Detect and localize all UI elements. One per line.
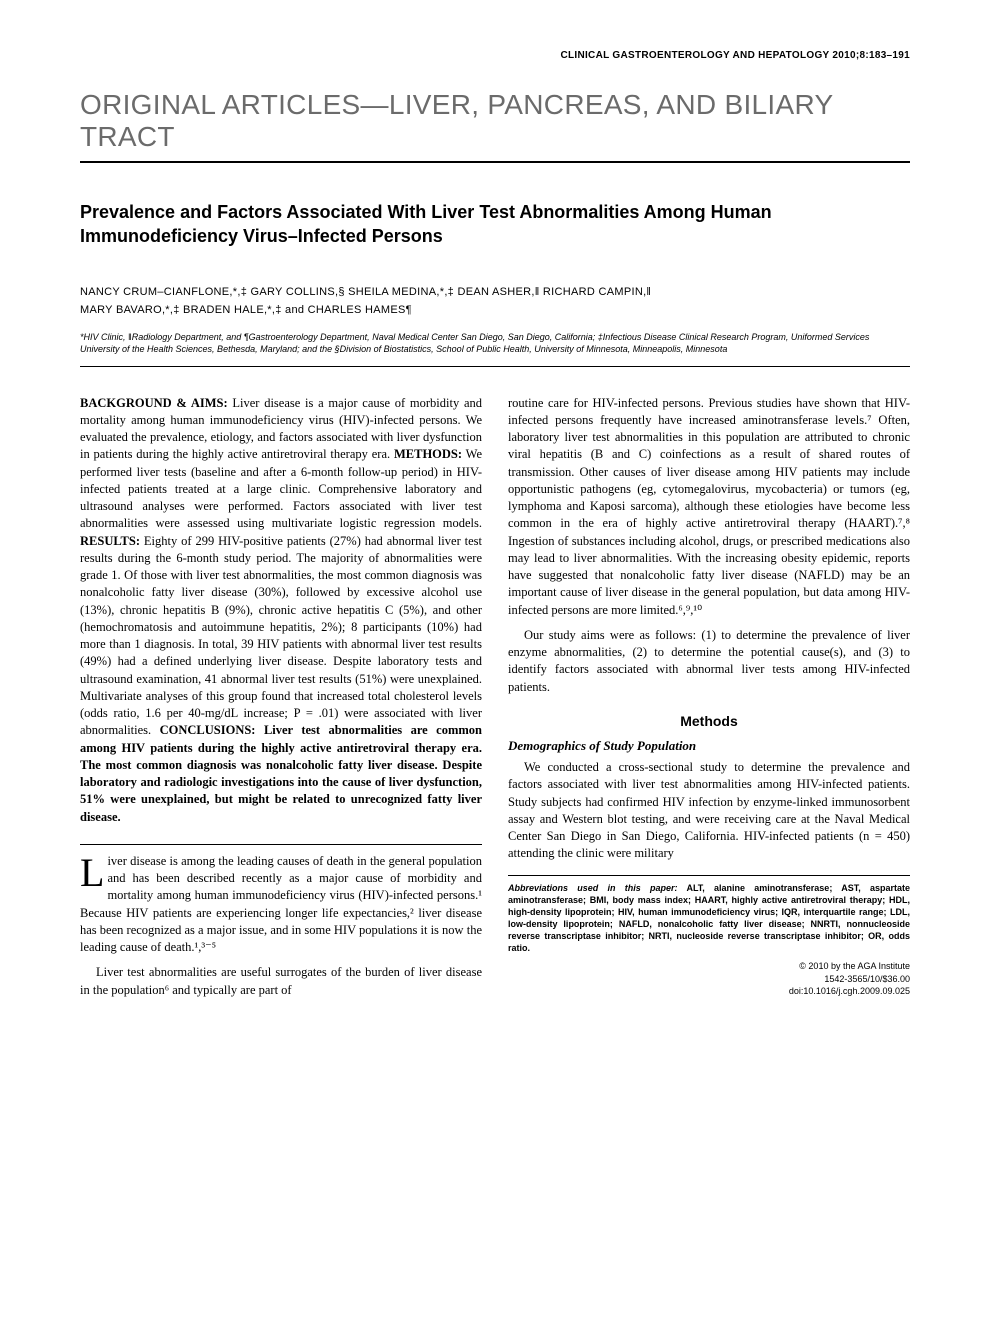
copyright-line2: 1542-3565/10/$36.00 [824,974,910,984]
results-text: Eighty of 299 HIV-positive patients (27%… [80,534,482,738]
results-label: RESULTS: [80,534,140,548]
authors-block: NANCY CRUM–CIANFLONE,*,‡ GARY COLLINS,§ … [80,284,910,319]
left-column: BACKGROUND & AIMS: Liver disease is a ma… [80,395,482,1003]
dropcap: L [80,853,107,890]
intro-p1-text: iver disease is among the leading causes… [80,854,482,954]
affiliations: *HIV Clinic, ‖Radiology Department, and … [80,331,910,366]
abbrev-text: ALT, alanine aminotransferase; AST, aspa… [508,883,910,954]
article-title: Prevalence and Factors Associated With L… [80,201,910,248]
copyright-block: © 2010 by the AGA Institute 1542-3565/10… [508,960,910,996]
abbrev-label: Abbreviations used in this paper: [508,883,678,893]
background-label: BACKGROUND & AIMS: [80,396,228,410]
journal-header: CLINICAL GASTROENTEROLOGY AND HEPATOLOGY… [80,50,910,61]
conclusions-text: Liver test abnormalities are common amon… [80,723,482,823]
conclusions-label: CONCLUSIONS: [160,723,256,737]
methods-heading: Methods [508,712,910,731]
methods-label: METHODS: [394,447,462,461]
copyright-doi: doi:10.1016/j.cgh.2009.09.025 [789,986,910,996]
authors-line1: NANCY CRUM–CIANFLONE,*,‡ GARY COLLINS,§ … [80,286,651,298]
intro-p2: Liver test abnormalities are useful surr… [80,964,482,999]
copyright-line1: © 2010 by the AGA Institute [799,961,910,971]
divider [80,844,482,845]
abbreviations-box: Abbreviations used in this paper: ALT, a… [508,875,910,997]
two-column-body: BACKGROUND & AIMS: Liver disease is a ma… [80,395,910,1003]
abstract-block: BACKGROUND & AIMS: Liver disease is a ma… [80,395,482,826]
intro-p3: routine care for HIV-infected persons. P… [508,395,910,619]
right-column: routine care for HIV-infected persons. P… [508,395,910,1003]
section-title: ORIGINAL ARTICLES—LIVER, PANCREAS, AND B… [80,89,910,163]
methods-subheading: Demographics of Study Population [508,737,910,755]
authors-line2: MARY BAVARO,*,‡ BRADEN HALE,*,‡ and CHAR… [80,304,412,316]
intro-p1: Liver disease is among the leading cause… [80,853,482,957]
intro-p4: Our study aims were as follows: (1) to d… [508,627,910,696]
methods-p1: We conducted a cross-sectional study to … [508,759,910,863]
